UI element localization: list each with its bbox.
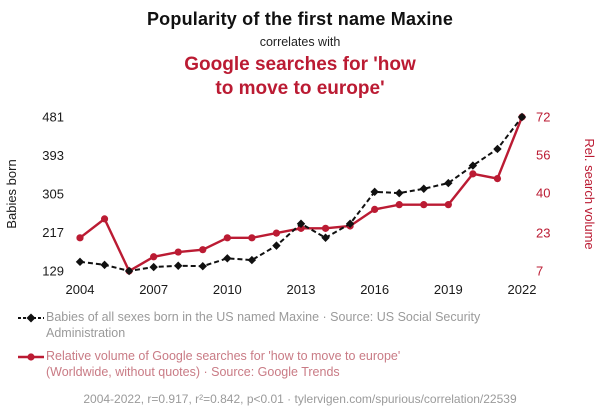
data-point-diamond — [517, 112, 527, 121]
correlate-title: Google searches for 'how to move to euro… — [184, 54, 416, 99]
data-point-circle — [199, 245, 207, 253]
data-point-diamond — [247, 255, 257, 264]
data-point-circle — [395, 200, 403, 208]
right-y-tick-label: 56 — [536, 147, 550, 162]
data-point-circle — [493, 174, 502, 182]
circle-marker-icon — [18, 353, 44, 361]
right-y-tick-label: 72 — [536, 109, 550, 124]
correlates-with-label: correlates with — [259, 35, 341, 49]
left-y-tick-label: 217 — [42, 225, 64, 240]
left-y-tick-label: 393 — [42, 148, 64, 163]
page-title: Popularity of the first name Maxine — [146, 9, 454, 29]
left-y-tick-label: 481 — [42, 109, 64, 124]
chart-area: 129 217 305 393 481 7 23 40 56 72 2004 2007 2010 2013… — [0, 103, 600, 303]
data-point-circle — [174, 247, 182, 256]
diamond-marker-icon — [18, 313, 44, 322]
footer-citation: 2004-2022, r=0.917, r²=0.842, p<0.01 · t… — [83, 391, 517, 406]
data-point-diamond — [75, 257, 85, 266]
legend-label-babies: Babies of all sexes born in the US named… — [46, 309, 481, 340]
data-point-diamond — [395, 188, 404, 197]
data-point-circle — [321, 224, 330, 232]
x-tick-label: 2010 — [213, 282, 242, 297]
data-point-circle — [150, 252, 158, 260]
data-point-circle — [272, 228, 281, 237]
data-point-diamond — [419, 184, 428, 193]
data-point-circle — [371, 205, 379, 213]
data-point-circle — [76, 233, 84, 241]
data-point-diamond — [493, 144, 502, 153]
series-line — [79, 116, 524, 273]
data-point-circle — [100, 214, 109, 222]
data-point-circle — [223, 233, 231, 241]
chart-legend: Babies of all sexes born in the US named… — [8, 309, 592, 388]
data-point-circle — [469, 169, 477, 177]
data-point-diamond — [198, 261, 207, 270]
right-y-tick-label: 7 — [536, 263, 543, 278]
data-point-diamond — [124, 266, 134, 275]
data-point-circle — [444, 200, 452, 208]
data-point-diamond — [174, 261, 183, 270]
x-tick-label: 2013 — [287, 282, 316, 297]
data-point-circle — [420, 200, 428, 208]
data-point-diamond — [223, 253, 232, 263]
data-point-diamond — [321, 233, 330, 242]
right-y-tick-label: 40 — [536, 185, 550, 200]
left-y-tick-label: 305 — [42, 186, 64, 201]
right-axis-title: Rel. search volume — [582, 138, 597, 249]
data-point-diamond — [272, 240, 281, 250]
left-axis-title: Babies born — [4, 159, 19, 228]
x-tick-label: 2019 — [434, 282, 463, 297]
x-tick-label: 2022 — [508, 282, 537, 297]
legend-label-searches: Relative volume of Google searches for '… — [46, 349, 401, 380]
x-tick-label: 2016 — [360, 282, 389, 297]
data-point-diamond — [100, 260, 109, 269]
legend-item-searches: Relative volume of Google searches for '… — [16, 348, 584, 381]
legend-item-babies: Babies of all sexes born in the US named… — [16, 309, 584, 342]
x-tick-label: 2004 — [66, 282, 95, 297]
chart-svg: 129 217 305 393 481 7 23 40 56 72 2004 2007 2010 2013… — [4, 109, 597, 297]
right-y-tick-label: 23 — [536, 225, 550, 240]
x-tick-label: 2007 — [139, 282, 168, 297]
data-point-circle — [248, 233, 256, 241]
left-y-tick-label: 129 — [42, 263, 64, 278]
data-point-diamond — [149, 262, 158, 271]
